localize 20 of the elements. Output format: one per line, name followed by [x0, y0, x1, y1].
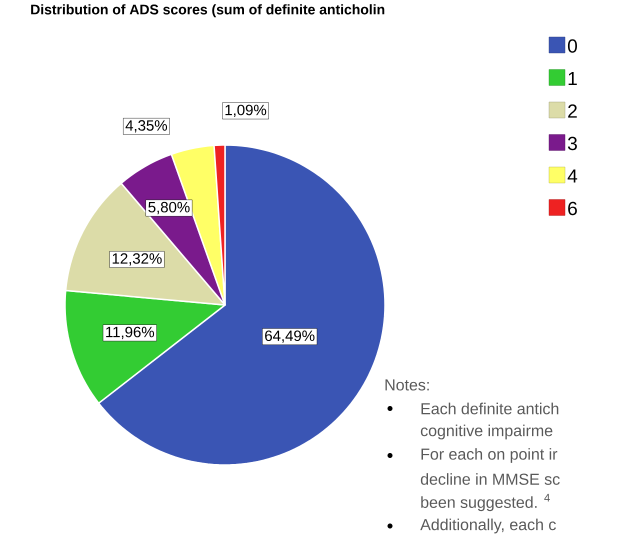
text: Additionally, each c	[420, 518, 556, 534]
text: been suggested. $^{4}$	[421, 494, 550, 512]
data-label: 11,96%	[106, 326, 154, 340]
legend-label: 1	[568, 72, 577, 86]
text: cognitive impairme	[420, 424, 552, 440]
legend-label: 2	[568, 104, 577, 118]
chart-title: Distribution of ADS scores (sum of definite anticholin	[31, 4, 384, 18]
text: decline in MMSE sc	[420, 473, 560, 485]
legend-label: 0	[568, 39, 577, 53]
data-label: 1,09%	[225, 104, 266, 118]
data-label: 5,80%	[148, 202, 190, 214]
legend-label: 4	[568, 169, 578, 183]
legend-label: 6	[568, 202, 577, 216]
data-label: 64,49%	[265, 330, 314, 343]
text: Each definite antich	[422, 402, 558, 414]
legend-label: 3	[568, 136, 577, 150]
text: Notes:	[386, 379, 429, 391]
text: For each on point ir	[422, 448, 558, 463]
data-label: 4,35%	[126, 120, 168, 132]
data-label: 12,32%	[112, 253, 162, 266]
